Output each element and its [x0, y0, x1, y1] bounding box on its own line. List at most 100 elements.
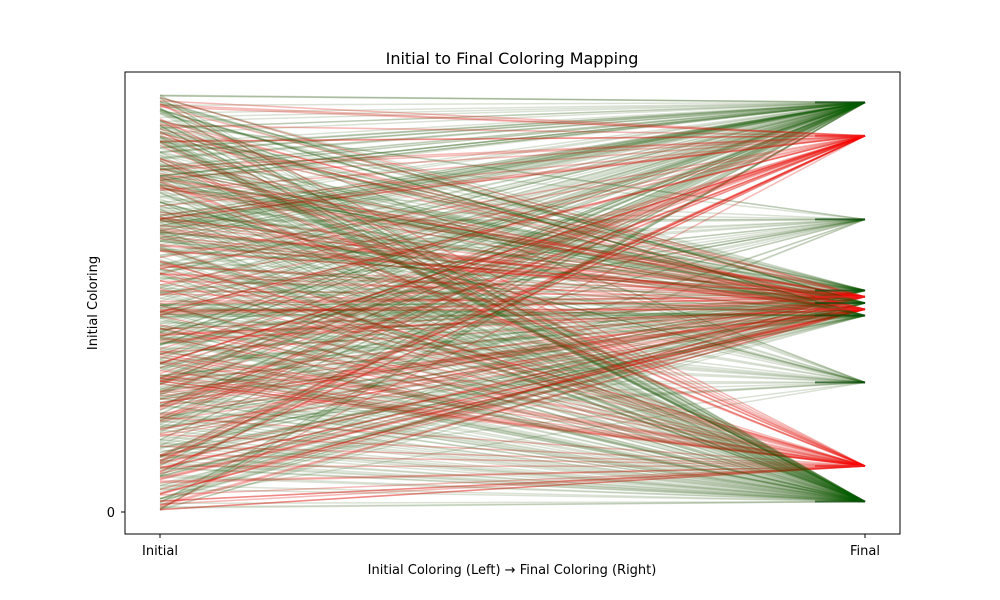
- mapping-line: [159, 162, 866, 503]
- mapping-line: [159, 112, 866, 503]
- mapping-line-green: [159, 240, 866, 317]
- mapping-line-green: [159, 314, 866, 454]
- mapping-line-green: [159, 135, 866, 503]
- mapping-line-red: [159, 249, 866, 298]
- mapping-line-green: [159, 221, 866, 503]
- mapping-line-green: [159, 210, 866, 384]
- mapping-line-green: [159, 101, 866, 168]
- mapping-line: [159, 381, 866, 424]
- mapping-line-green: [159, 317, 866, 503]
- mapping-line-green: [159, 101, 866, 266]
- mapping-line: [159, 296, 866, 404]
- mapping-line-red: [159, 295, 866, 316]
- mapping-line-green: [159, 101, 866, 232]
- mapping-line-green: [159, 174, 866, 317]
- mapping-line: [159, 219, 866, 384]
- mapping-line: [159, 101, 866, 326]
- mapping-line: [159, 101, 866, 204]
- mapping-line-red: [159, 295, 866, 303]
- mapping-line: [159, 262, 866, 317]
- mapping-line: [159, 327, 866, 503]
- mapping-line-green: [159, 232, 866, 304]
- mapping-line-green: [159, 164, 866, 292]
- mapping-line: [159, 289, 866, 419]
- mapping-line-red: [159, 135, 866, 311]
- mapping-line: [159, 218, 866, 332]
- mapping-line-green: [159, 302, 866, 306]
- mapping-line-green: [159, 177, 866, 292]
- mapping-line: [159, 289, 866, 318]
- mapping-line: [159, 277, 866, 317]
- mapping-line-green: [159, 276, 866, 317]
- mapping-line: [159, 101, 866, 511]
- mapping-line: [159, 308, 866, 506]
- mapping-line: [159, 397, 866, 503]
- mapping-line: [159, 97, 866, 292]
- mapping-line-green: [159, 218, 866, 251]
- mapping-line: [159, 349, 866, 503]
- mapping-line-red: [159, 135, 866, 286]
- mapping-line: [159, 100, 866, 137]
- mapping-line: [159, 101, 866, 207]
- mapping-line-red: [159, 135, 866, 171]
- mapping-line-green: [159, 289, 866, 478]
- mapping-line: [159, 135, 866, 458]
- mapping-line-red: [159, 308, 866, 481]
- mapping-line-green: [159, 101, 866, 289]
- mapping-line-green: [159, 101, 866, 356]
- mapping-line-green: [159, 219, 866, 384]
- mapping-line: [159, 101, 866, 221]
- mapping-line: [159, 159, 866, 317]
- mapping-line: [159, 183, 866, 503]
- mapping-line-green: [159, 101, 866, 378]
- mapping-line: [159, 96, 866, 298]
- mapping-line-green: [159, 101, 866, 503]
- mapping-line-green: [159, 466, 866, 503]
- mapping-line-green: [159, 101, 866, 228]
- mapping-line-green: [159, 314, 866, 318]
- mapping-line-green: [159, 101, 866, 153]
- mapping-line: [159, 181, 866, 467]
- mapping-line-green: [159, 194, 866, 317]
- mapping-line: [159, 314, 866, 324]
- mapping-line: [159, 101, 866, 346]
- mapping-line-green: [159, 302, 866, 502]
- mapping-line: [159, 231, 866, 304]
- mapping-lines: [159, 94, 866, 511]
- mapping-line-green: [159, 484, 866, 503]
- mapping-line: [159, 314, 866, 381]
- mapping-line-green: [159, 289, 866, 313]
- plot-frame: [124, 71, 901, 535]
- mapping-line-red: [159, 100, 866, 137]
- mapping-line: [159, 101, 866, 318]
- mapping-line-green: [159, 101, 866, 394]
- mapping-line-red: [159, 369, 866, 467]
- mapping-line-green: [159, 500, 866, 505]
- mapping-line: [159, 308, 866, 481]
- mapping-line: [159, 218, 866, 400]
- mapping-line-green: [159, 247, 866, 304]
- mapping-line: [159, 474, 866, 503]
- mapping-line-green: [159, 215, 866, 503]
- mapping-line-green: [159, 346, 866, 503]
- mapping-line: [159, 276, 866, 317]
- mapping-line: [159, 101, 866, 242]
- mapping-line: [159, 230, 866, 304]
- mapping-line: [159, 191, 866, 503]
- mapping-line-green: [159, 101, 866, 385]
- mapping-line-green: [159, 101, 866, 257]
- mapping-line: [159, 326, 866, 384]
- mapping-line-green: [159, 101, 866, 511]
- mapping-line-green: [159, 101, 866, 107]
- mapping-line: [159, 189, 866, 221]
- mapping-line-green: [159, 261, 866, 292]
- mapping-line: [159, 465, 866, 484]
- mapping-line-red: [159, 353, 866, 467]
- mapping-line-green: [159, 101, 866, 359]
- mapping-line: [159, 465, 866, 511]
- mapping-line-green: [159, 218, 866, 294]
- mapping-line-green: [159, 101, 866, 407]
- mapping-line-green: [159, 140, 866, 503]
- mapping-line: [159, 465, 866, 502]
- mapping-line: [159, 296, 866, 303]
